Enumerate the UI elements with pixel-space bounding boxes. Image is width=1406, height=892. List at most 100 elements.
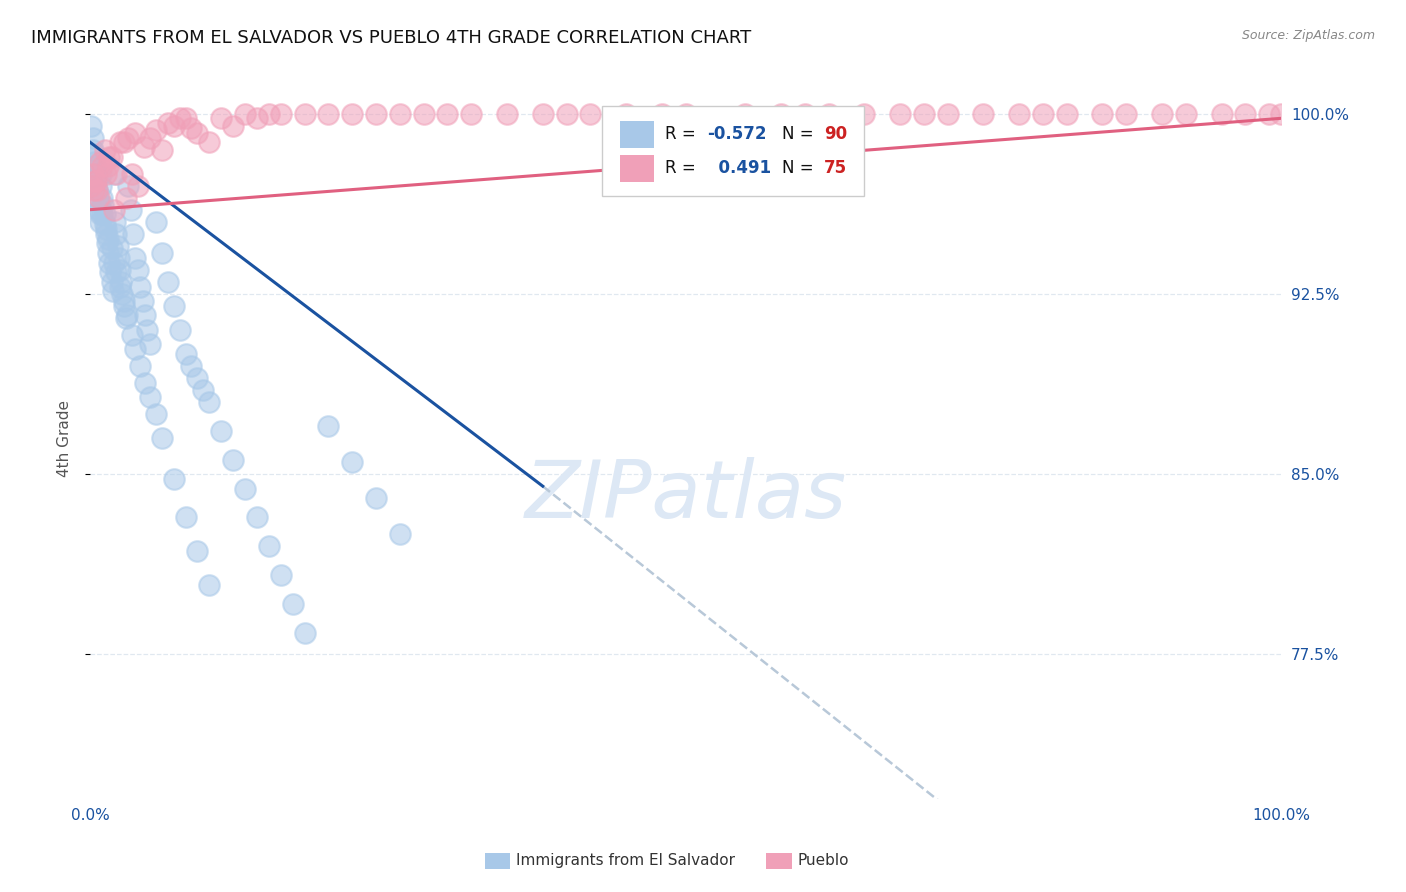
Text: 75: 75	[824, 160, 846, 178]
Text: -0.572: -0.572	[707, 126, 766, 144]
Point	[257, 106, 280, 120]
Point	[108, 136, 131, 150]
Point	[105, 227, 128, 241]
Point	[209, 424, 232, 438]
Point	[209, 112, 232, 126]
Point	[87, 191, 110, 205]
Point	[108, 251, 131, 265]
Text: IMMIGRANTS FROM EL SALVADOR VS PUEBLO 4TH GRADE CORRELATION CHART: IMMIGRANTS FROM EL SALVADOR VS PUEBLO 4T…	[31, 29, 751, 46]
Point	[103, 202, 125, 217]
Point	[110, 275, 132, 289]
Point	[222, 119, 245, 133]
Point	[124, 251, 146, 265]
Point	[531, 106, 554, 120]
Point	[129, 279, 152, 293]
Point	[83, 184, 105, 198]
Point	[97, 231, 120, 245]
Point	[150, 143, 173, 157]
Point	[460, 106, 482, 120]
Point	[853, 106, 876, 120]
Point	[100, 241, 122, 255]
Point	[132, 140, 155, 154]
Point	[1115, 106, 1137, 120]
Point	[83, 147, 105, 161]
Point	[614, 106, 637, 120]
Point	[117, 178, 139, 193]
Point	[145, 215, 167, 229]
Point	[94, 167, 117, 181]
Point	[93, 143, 115, 157]
Point	[139, 130, 162, 145]
Point	[91, 207, 114, 221]
Point	[817, 106, 839, 120]
Point	[91, 191, 114, 205]
Point	[936, 106, 959, 120]
Point	[889, 106, 911, 120]
Text: Source: ZipAtlas.com: Source: ZipAtlas.com	[1241, 29, 1375, 42]
Point	[180, 359, 202, 373]
Point	[318, 419, 340, 434]
Point	[100, 265, 122, 279]
Point	[1258, 106, 1281, 120]
Point	[104, 215, 127, 229]
Point	[555, 106, 578, 120]
Point	[246, 510, 269, 524]
Point	[972, 106, 994, 120]
Point	[270, 106, 292, 120]
Point	[84, 174, 107, 188]
Point	[103, 255, 125, 269]
Point	[84, 178, 107, 193]
Point	[169, 323, 191, 337]
Point	[174, 347, 197, 361]
Y-axis label: 4th Grade: 4th Grade	[58, 400, 72, 476]
FancyBboxPatch shape	[602, 106, 865, 196]
Point	[174, 510, 197, 524]
Point	[122, 227, 145, 241]
Point	[270, 568, 292, 582]
Point	[121, 327, 143, 342]
Point	[136, 323, 159, 337]
Point	[1211, 106, 1233, 120]
Point	[89, 154, 111, 169]
Point	[318, 106, 340, 120]
Point	[86, 184, 108, 198]
Point	[233, 106, 256, 120]
Text: R =: R =	[665, 160, 702, 178]
Point	[198, 578, 221, 592]
Point	[496, 106, 519, 120]
Point	[83, 154, 105, 169]
Point	[1056, 106, 1078, 120]
Point	[82, 143, 104, 157]
Point	[769, 106, 792, 120]
Point	[90, 167, 112, 181]
Point	[162, 472, 184, 486]
Point	[94, 227, 117, 241]
Text: N =: N =	[782, 126, 820, 144]
Point	[103, 167, 125, 181]
Point	[84, 160, 107, 174]
Point	[93, 217, 115, 231]
FancyBboxPatch shape	[620, 154, 654, 182]
Point	[222, 452, 245, 467]
Point	[912, 106, 935, 120]
Point	[80, 119, 103, 133]
Point	[87, 195, 110, 210]
Text: 0.491: 0.491	[707, 160, 772, 178]
Point	[93, 207, 115, 221]
Point	[198, 395, 221, 409]
Point	[90, 178, 112, 193]
Point	[180, 120, 202, 135]
Point	[281, 597, 304, 611]
Point	[294, 106, 316, 120]
Point	[84, 171, 107, 186]
Point	[108, 262, 131, 277]
Point	[124, 126, 146, 140]
Point	[80, 178, 103, 193]
Point	[108, 279, 131, 293]
Point	[233, 482, 256, 496]
Point	[86, 184, 108, 198]
Text: Immigrants from El Salvador: Immigrants from El Salvador	[516, 854, 735, 868]
Point	[86, 191, 108, 205]
Point	[675, 106, 697, 120]
Point	[342, 106, 364, 120]
